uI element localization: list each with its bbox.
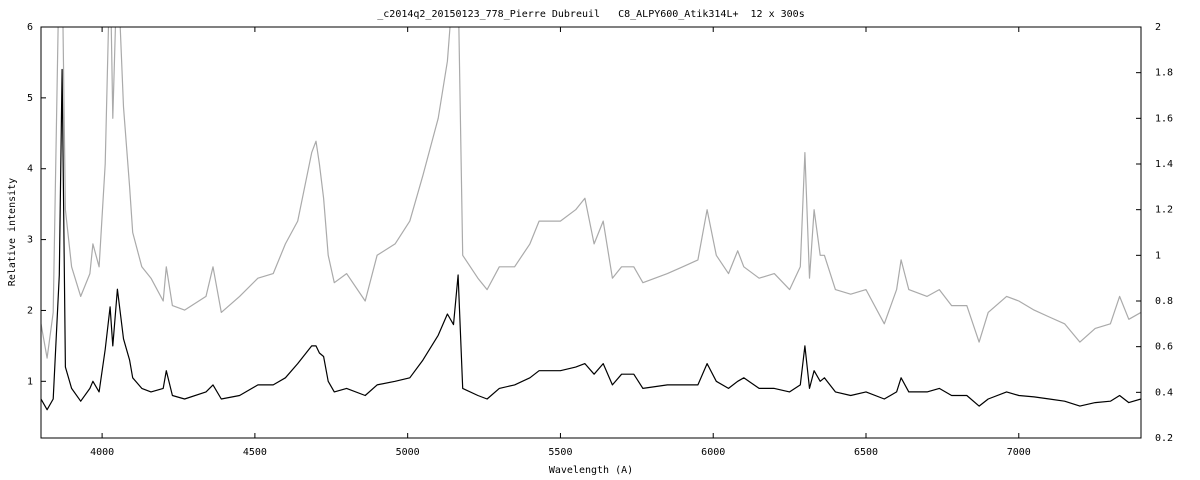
plot-frame	[40, 26, 1142, 439]
x-tick-label: 6500	[854, 447, 878, 458]
y-tick-label: 1	[27, 376, 33, 387]
y-tick-label: 4	[27, 164, 33, 175]
x-tick-label: 5500	[548, 447, 572, 458]
y2-tick-label: 0.8	[1155, 296, 1173, 307]
x-tick-label: 4500	[243, 447, 267, 458]
y2-tick-label: 1.4	[1155, 159, 1173, 170]
y-tick-label: 2	[27, 305, 33, 316]
plot-area	[41, 27, 1141, 411]
y2-tick-label: 0.2	[1155, 433, 1173, 444]
x-tick-label: 6000	[701, 447, 725, 458]
x-tick-label: 5000	[396, 447, 420, 458]
y2-tick-label: 2	[1155, 22, 1161, 33]
y2-tick-label: 0.4	[1155, 387, 1173, 398]
y-tick-label: 6	[27, 22, 33, 33]
y2-tick-label: 0.6	[1155, 342, 1173, 353]
y-tick-label: 3	[27, 235, 33, 246]
y2-tick-label: 1.2	[1155, 205, 1173, 216]
x-tick-label: 4000	[90, 447, 114, 458]
spectrum-line	[41, 68, 1141, 411]
y-axis-label: Relative intensity	[7, 178, 18, 286]
chart-title: _c2014q2_20150123_778_Pierre Dubreuil C8…	[377, 9, 804, 20]
spectrum-line	[41, 27, 1141, 359]
y2-tick-label: 1	[1155, 250, 1161, 261]
y-tick-label: 5	[27, 93, 33, 104]
y2-tick-label: 1.8	[1155, 68, 1173, 79]
x-axis-label: Wavelength (A)	[549, 465, 633, 476]
y2-tick-label: 1.6	[1155, 113, 1173, 124]
x-tick-label: 7000	[1007, 447, 1031, 458]
